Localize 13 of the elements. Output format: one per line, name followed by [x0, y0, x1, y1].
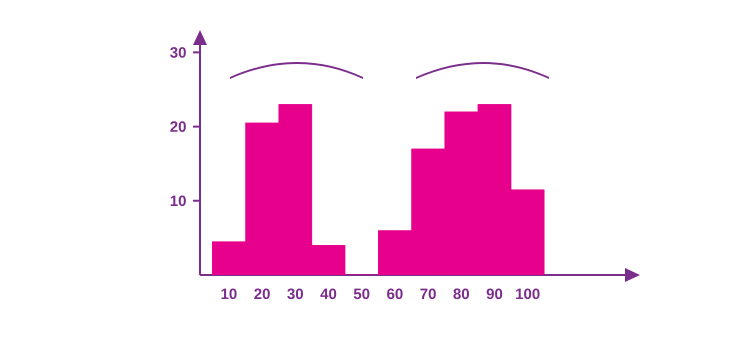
y-tick-label: 10: [170, 195, 186, 206]
x-tick-label: 10: [221, 288, 237, 300]
x-tick-label: 80: [453, 288, 469, 300]
y-tick-label: 30: [170, 47, 186, 58]
x-tick-label: 90: [486, 288, 502, 300]
x-tick-label: 20: [254, 288, 270, 300]
y-tick-label: 20: [170, 121, 186, 132]
x-tick-label: 30: [287, 288, 304, 300]
x-tick-label: 50: [354, 288, 370, 300]
x-tick-label: 60: [387, 288, 403, 300]
x-tick-label: 100: [516, 288, 540, 300]
x-tick-label: 40: [320, 288, 336, 300]
x-tick-label: 70: [420, 288, 436, 300]
